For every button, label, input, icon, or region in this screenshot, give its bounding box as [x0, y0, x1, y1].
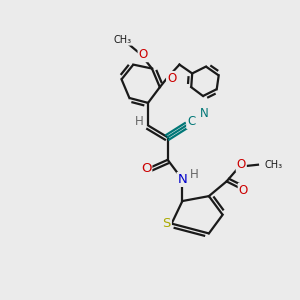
- Text: O: O: [238, 184, 248, 197]
- Text: O: O: [141, 162, 151, 175]
- Text: O: O: [237, 158, 246, 171]
- Text: N: N: [200, 107, 208, 120]
- Text: S: S: [163, 217, 171, 230]
- Text: H: H: [190, 168, 199, 181]
- Text: O: O: [167, 72, 176, 85]
- Text: C: C: [187, 115, 195, 128]
- Text: CH₃: CH₃: [265, 160, 283, 170]
- Text: N: N: [178, 173, 187, 186]
- Text: CH₃: CH₃: [113, 35, 132, 45]
- Text: O: O: [139, 48, 148, 61]
- Text: H: H: [135, 115, 144, 128]
